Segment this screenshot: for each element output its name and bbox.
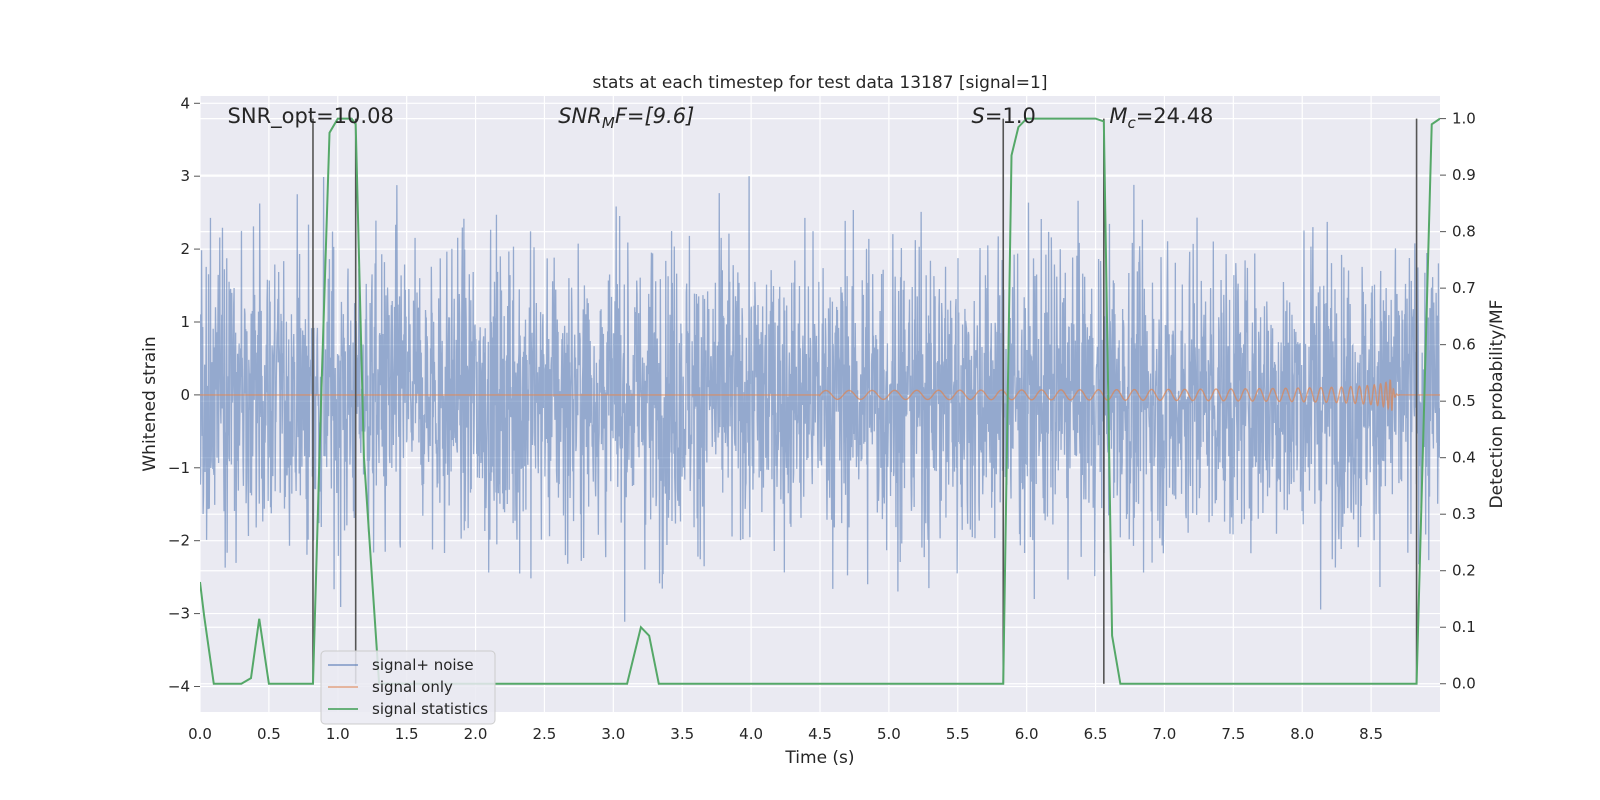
x-tick-label: 0.5 (257, 725, 281, 743)
x-tick-label: 7.5 (1221, 725, 1245, 743)
x-tick-label: 8.0 (1290, 725, 1314, 743)
y-axis-label-right: Detection probability/MF (1487, 300, 1507, 509)
y-tick-label-right: 0.8 (1452, 223, 1476, 241)
y-tick-label-right: 1.0 (1452, 110, 1476, 128)
y-tick-label-right: 0.3 (1452, 505, 1476, 523)
y-tick-label: 2 (180, 240, 190, 258)
y-tick-label-right: 0.2 (1452, 562, 1476, 580)
x-ticks: 0.0 0.5 1.0 1.5 2.0 2.5 3.0 3.5 4.0 4.5 5.0 5.5 6.0 6… (188, 725, 1383, 743)
signal-only-line (200, 379, 1440, 411)
x-tick-label: 2.5 (533, 725, 557, 743)
annotation-text: SNR_opt=10.08 (228, 104, 394, 129)
x-tick-label: 5.0 (877, 725, 901, 743)
x-tick-label: 7.0 (1153, 725, 1177, 743)
annotation-text: SNRMF=[9.6] (558, 104, 694, 132)
annotations: SNR_opt=10.08 SNRMF=[9.6] S=1.0 Mc=24.48 (228, 104, 1214, 132)
y-tick-label-right: 0.4 (1452, 449, 1476, 467)
legend-label-signal-statistics: signal statistics (372, 700, 488, 718)
y-ticks-right: 1.0 0.9 0.8 0.7 0.6 0.5 0.4 0.3 0.2 0.1 0.0 (1440, 110, 1476, 693)
y-tick-label-right: 0.1 (1452, 618, 1476, 636)
x-tick-label: 4.0 (739, 725, 763, 743)
signal-noise-line (200, 176, 1440, 622)
y-ticks: 4 3 2 1 0 −1 −2 −3 −4 (168, 94, 200, 695)
x-tick-label: 6.0 (1015, 725, 1039, 743)
legend-label-signal-only: signal only (372, 678, 453, 696)
legend: signal+ noise signal only signal statist… (320, 650, 496, 725)
y-tick-label: −4 (168, 677, 190, 695)
series-signal-only (200, 379, 1440, 411)
legend-box (320, 650, 496, 725)
y-tick-label-right: 0.7 (1452, 279, 1476, 297)
x-tick-label: 0.0 (188, 725, 212, 743)
y-tick-label-right: 0.5 (1452, 392, 1476, 410)
y-tick-label: −1 (168, 459, 190, 477)
x-tick-label: 3.5 (670, 725, 694, 743)
x-tick-label: 4.5 (808, 725, 832, 743)
series-signal-noise (200, 176, 1440, 622)
y-axis-label: Whitened strain (140, 336, 160, 471)
chart-title: stats at each timestep for test data 131… (593, 73, 1048, 93)
signal-statistics-line (200, 117, 1440, 685)
y-tick-label: 0 (180, 386, 190, 404)
y-tick-label: −2 (168, 532, 190, 550)
y-tick-label-right: 0.9 (1452, 166, 1476, 184)
y-tick-label: 3 (180, 167, 190, 185)
y-tick-label-right: 0.0 (1452, 675, 1476, 693)
annotation-text: S=1.0 (972, 104, 1036, 128)
x-tick-label: 8.5 (1359, 725, 1383, 743)
x-tick-label: 5.5 (946, 725, 970, 743)
y-tick-label-right: 0.6 (1452, 336, 1476, 354)
x-tick-label: 2.0 (464, 725, 488, 743)
y-tick-label: 1 (180, 313, 190, 331)
annotation-text: Mc=24.48 (1109, 104, 1213, 132)
y-tick-label: −3 (168, 605, 190, 623)
x-tick-label: 1.5 (395, 725, 419, 743)
vertical-lines (312, 118, 1418, 684)
x-axis-label: Time (s) (784, 748, 854, 768)
y-tick-label: 4 (180, 94, 190, 112)
x-tick-label: 3.0 (601, 725, 625, 743)
legend-label-signal-noise: signal+ noise (372, 656, 474, 674)
x-tick-label: 1.0 (326, 725, 350, 743)
x-tick-label: 6.5 (1084, 725, 1108, 743)
